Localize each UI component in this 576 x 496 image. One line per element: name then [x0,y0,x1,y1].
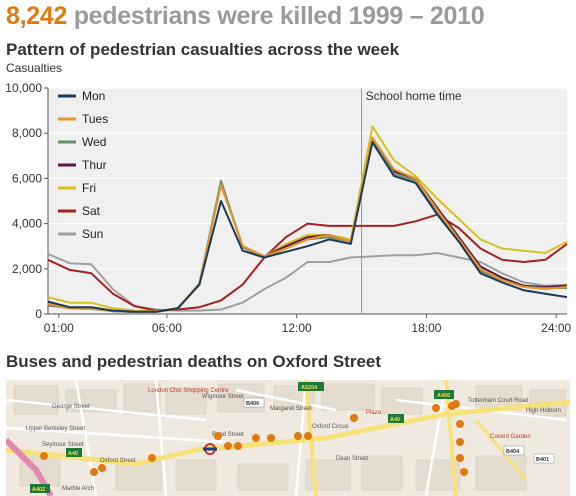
death-marker [456,454,464,462]
shaftesbury-road [474,419,528,481]
y-axis-label: Casualties [6,61,63,75]
map-label-high-holborn: High Holborn [526,408,561,414]
death-marker [40,452,48,460]
map-label-dean-street: Dean Street [336,456,368,462]
headline-number: 8,242 [6,2,68,30]
y-tick-label: 4,000 [12,217,42,231]
road-badge-label: A5204 [301,385,318,391]
y-tick-label: 2,000 [12,262,42,276]
map-label-upper-berkeley-street: Upper Berkeley Street [26,426,85,432]
death-marker [267,434,275,442]
map-label-seymour-street: Seymour Street [42,442,84,448]
road-badge: A402 [30,484,50,493]
charing-cross-road [444,380,458,496]
map-label-wigmore-street: Wigmore Street [202,394,244,400]
road-badge-label: A40 [68,451,78,457]
line-chart: 0 2,000 4,000 6,000 8,000 10,000 01:00 06:00 12:… [5,81,571,335]
road-badge: B406 [243,397,265,408]
death-marker [252,434,260,442]
map-text: London Chic Shopping Centre George Stree… [26,388,561,492]
map-label-marble-arch: Marble Arch [62,486,94,492]
headline-text: pedestrians were killed 1999 – 2010 [67,2,485,30]
legend-label-wed: Wed [82,135,106,149]
death-marker [452,400,460,408]
map-label-george-street: George Street [52,404,90,410]
map-label-plaza: Plaza [366,410,382,416]
map-label-bond-street: Bond Street [212,432,244,438]
map-title: Buses and pedestrian deaths on Oxford St… [6,352,382,371]
road-badge: A40 [66,448,82,457]
y-tick-label: 8,000 [12,126,42,140]
road-badge-label: A402 [32,487,45,493]
death-marker [456,438,464,446]
road-badge-label: B401 [536,457,549,463]
death-marker [98,464,106,472]
chart-title: Pattern of pedestrian casualties across … [6,40,400,59]
plot-area [48,88,567,314]
map-label-covent-garden: Covent Garden [490,434,531,440]
death-marker [148,454,156,462]
series-line-fri [47,125,568,313]
map-label-oxford-street: Oxford Street [100,458,136,464]
legend-label-mon: Mon [82,89,105,103]
road-badge: A40 [388,414,404,423]
map-label-margaret-street: Margaret Street [270,406,312,412]
x-tick-label: 06:00 [152,321,182,335]
street-map: London Chic Shopping Centre George Stree… [6,380,570,496]
series-line-mon [47,141,568,313]
series-line-sat [47,213,568,312]
x-tick-label: 12:00 [282,321,312,335]
death-marker [90,468,98,476]
legend-label-sun: Sun [82,227,103,241]
map-road-badges: A5204 A400 A40 B406 A40 A402 B404 B401 [30,382,555,493]
map-label-oxford-circus: Oxford Circus [312,424,349,430]
death-marker [460,468,468,476]
x-tick-label: 01:00 [44,321,74,335]
oxford-street-road [6,399,570,467]
death-marker [224,442,232,450]
x-tick-label: 24:00 [541,321,571,335]
legend-label-tues: Tues [82,112,108,126]
death-marker [214,432,222,440]
death-marker [294,432,302,440]
map-label-shopping-centre: London Chic Shopping Centre [148,388,229,394]
road-badge: A5204 [298,382,324,391]
death-marker [456,420,464,428]
y-tick-label: 0 [35,307,42,321]
road-badge-label: B406 [246,401,259,407]
road-badge: B401 [533,453,555,464]
legend-label-thur: Thur [82,158,107,172]
x-tick-label: 18:00 [411,321,441,335]
road-badge-label: A40 [390,417,400,423]
death-markers [40,400,468,476]
road-badge: A400 [434,390,454,399]
legend-label-sat: Sat [82,204,101,218]
road-badge-label: B404 [506,449,520,455]
road-badge-label: A400 [437,393,450,399]
headline: 8,242 pedestrians were killed 1999 – 201… [6,2,485,31]
underground-icon [203,443,217,455]
y-tick-label: 10,000 [5,81,42,95]
school-time-label: School home time [366,89,462,103]
death-marker [432,404,440,412]
death-marker [304,432,312,440]
death-marker [350,414,358,422]
y-tick-label: 6,000 [12,171,42,185]
legend-label-fri: Fri [82,181,96,195]
road-badge: B404 [503,445,525,456]
map-label-tottenham-court-road: Tottenham Court Road [468,398,528,404]
death-marker [234,442,242,450]
